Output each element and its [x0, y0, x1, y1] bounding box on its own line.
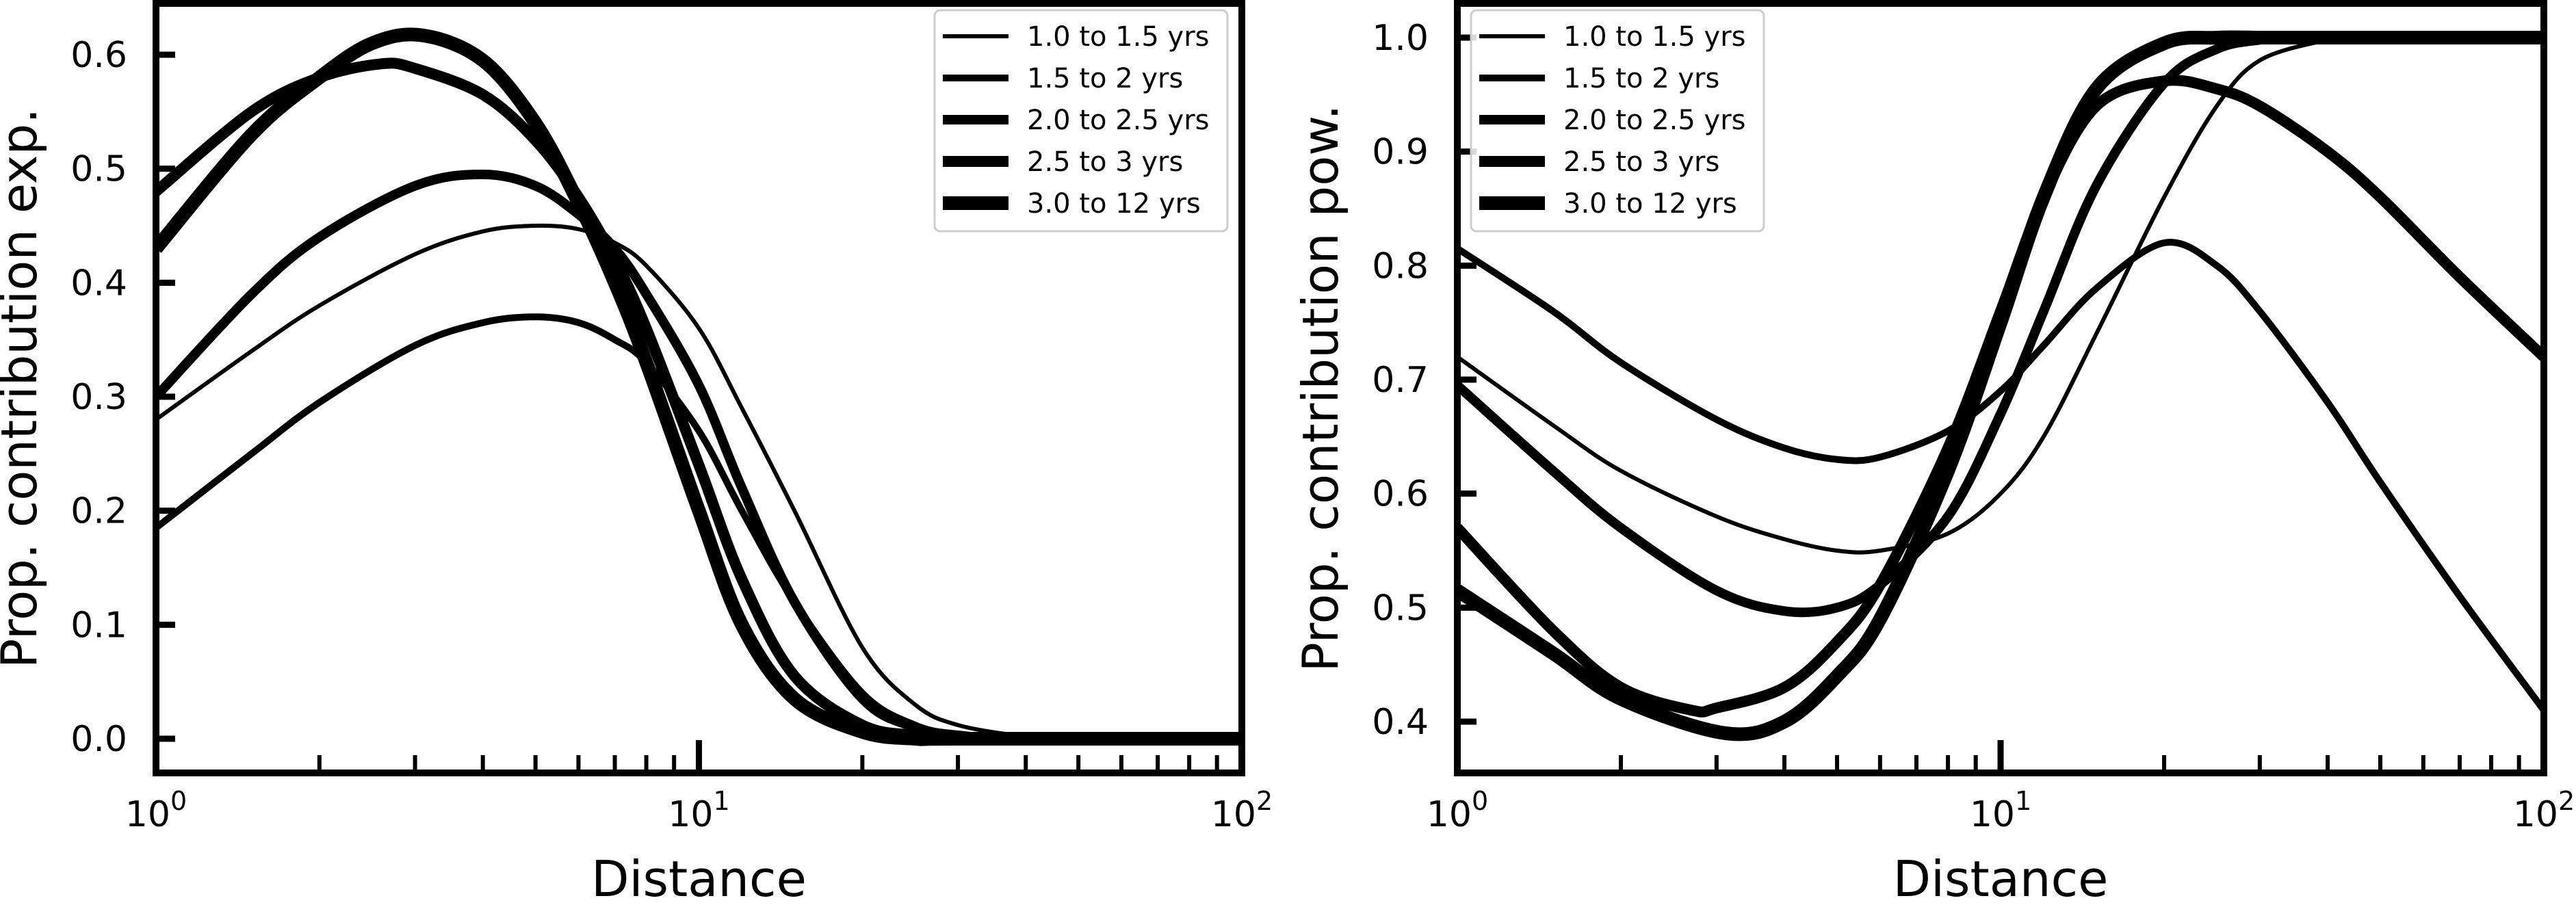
y-tick-label: 0.5 [1372, 588, 1429, 629]
legend-label: 2.5 to 3 yrs [1027, 146, 1183, 178]
y-tick-label: 0.4 [70, 263, 127, 304]
y-tick-label: 0.5 [70, 149, 127, 190]
x-tick-label: 100 [125, 786, 187, 835]
legend-label: 3.0 to 12 yrs [1027, 188, 1201, 220]
legend-label: 1.0 to 1.5 yrs [1563, 21, 1745, 53]
y-axis-label: Prop. contribution exp. [0, 108, 48, 668]
y-tick-label: 0.1 [70, 605, 127, 646]
legend-label: 1.5 to 2 yrs [1027, 63, 1183, 94]
legend-label: 2.0 to 2.5 yrs [1027, 105, 1209, 136]
series-line-1 [156, 223, 1242, 741]
x-tick-label: 102 [1211, 786, 1273, 835]
y-tick-label: 0.3 [70, 377, 127, 418]
y-tick-label: 0.8 [1372, 246, 1429, 287]
series-group [156, 27, 1242, 746]
y-tick-label: 0.6 [70, 35, 127, 76]
x-axis-label: Distance [591, 850, 807, 907]
y-tick-label: 0.0 [70, 719, 127, 760]
legend: 1.0 to 1.5 yrs 1.5 to 2 yrs 2.0 to 2.5 yrs… [933, 9, 1229, 233]
x-tick-label: 101 [1970, 786, 2031, 835]
legend-box [933, 9, 1229, 233]
legend: 1.0 to 1.5 yrs 1.5 to 2 yrs 2.0 to 2.5 yrs… [1470, 9, 1765, 233]
legend-label: 1.0 to 1.5 yrs [1027, 21, 1209, 53]
y-tick-label: 1.0 [1372, 18, 1429, 59]
series-group [1457, 30, 2544, 741]
x-axis-label: Distance [1893, 850, 2109, 907]
y-tick-label: 0.6 [1372, 474, 1429, 515]
legend-label: 3.0 to 12 yrs [1563, 188, 1737, 220]
series-line-1 [1457, 35, 2544, 555]
legend-label: 1.5 to 2 yrs [1563, 63, 1719, 94]
series-line-2 [1457, 239, 2544, 713]
x-tick-label: 101 [668, 786, 729, 835]
y-tick-label: 0.4 [1372, 702, 1429, 743]
series-line-5 [1457, 30, 2544, 741]
y-tick-label: 0.2 [70, 491, 127, 532]
y-axis-label: Prop. contribution pow. [1292, 105, 1349, 672]
y-tick-label: 0.9 [1372, 132, 1429, 173]
y-tick-label: 0.7 [1372, 360, 1429, 401]
chart-panel-1: 0.0 0.1 0.2 0.3 0.4 0.5 0.6 100 101 102 Distance Pr… [0, 0, 1273, 907]
series-line-5 [156, 27, 1242, 746]
x-tick-label: 102 [2513, 786, 2575, 835]
legend-label: 2.0 to 2.5 yrs [1563, 105, 1745, 136]
legend-label: 2.5 to 3 yrs [1563, 146, 1719, 178]
legend-box [1470, 9, 1765, 233]
chart-panel-2: 0.4 0.5 0.6 0.7 0.8 0.9 1.0 100 101 102 Distance Pr… [1292, 0, 2575, 907]
x-tick-label: 100 [1427, 786, 1488, 835]
